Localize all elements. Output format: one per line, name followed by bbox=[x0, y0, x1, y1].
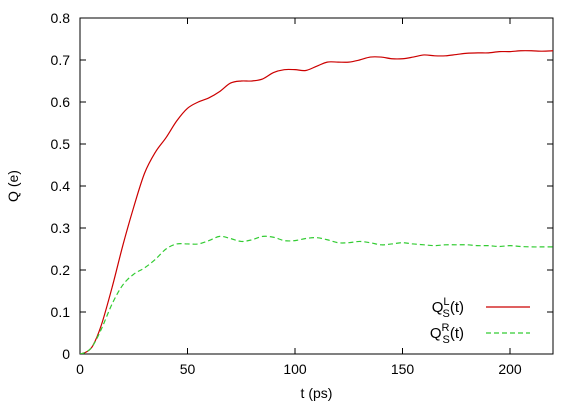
x-tick-label: 50 bbox=[180, 361, 196, 377]
y-tick-label: 0.5 bbox=[51, 136, 71, 152]
x-tick-label: 100 bbox=[283, 361, 307, 377]
x-axis-label: t (ps) bbox=[301, 385, 333, 401]
y-tick-label: 0.6 bbox=[51, 94, 71, 110]
y-tick-label: 0.2 bbox=[51, 262, 71, 278]
y-tick-label: 0.3 bbox=[51, 220, 71, 236]
y-tick-label: 0.8 bbox=[51, 10, 71, 26]
legend-label: QR S(t) bbox=[430, 322, 464, 346]
x-tick-label: 150 bbox=[391, 361, 415, 377]
x-tick-label: 200 bbox=[498, 361, 522, 377]
y-tick-label: 0.7 bbox=[51, 52, 71, 68]
legend-item: QR S(t) bbox=[430, 322, 530, 346]
series-line-q-s-r bbox=[80, 235, 553, 354]
x-tick-label: 0 bbox=[76, 361, 84, 377]
y-tick-label: 0 bbox=[62, 346, 70, 362]
plot-frame bbox=[79, 17, 554, 355]
y-tick-label: 0.4 bbox=[51, 178, 71, 194]
ticks-layer: 0 50 100 150 200 0 0.1 0.2 0.3 0.4 0.5 0.6 0.7 0.8 bbox=[51, 10, 553, 377]
y-axis-label: Q (e) bbox=[5, 170, 21, 202]
series-layer bbox=[80, 50, 553, 354]
legend: QL S(t)QR S(t) bbox=[430, 296, 530, 346]
legend-label: QL S(t) bbox=[432, 296, 464, 320]
legend-item: QL S(t) bbox=[432, 296, 530, 320]
y-tick-label: 0.1 bbox=[51, 304, 71, 320]
series-line-q-s-l bbox=[80, 50, 553, 354]
